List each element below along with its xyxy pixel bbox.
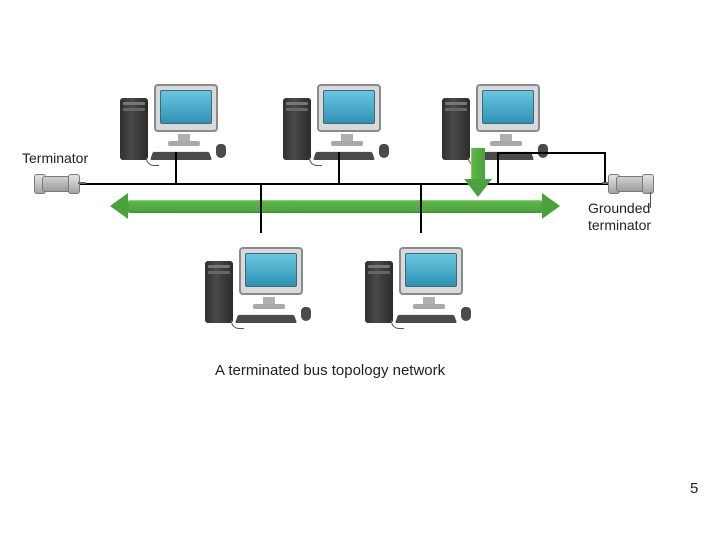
- mouse-icon: [461, 307, 471, 321]
- cable-icon: [391, 320, 404, 329]
- terminator-label: Terminator: [22, 150, 88, 167]
- mouse-icon: [216, 144, 226, 158]
- terminator-cap-icon: [642, 174, 654, 194]
- mouse-icon: [301, 307, 311, 321]
- monitor-base-icon: [168, 141, 200, 146]
- top-right-branch: [497, 152, 604, 154]
- terminator-right-icon: [608, 174, 654, 192]
- signal-arrow-left-head-icon: [110, 193, 128, 219]
- screen-icon: [160, 90, 212, 124]
- keyboard-icon: [150, 152, 212, 160]
- tower-icon: [205, 261, 233, 323]
- page-number: 5: [690, 480, 698, 497]
- drop-cable: [175, 152, 177, 183]
- bus-backbone: [75, 183, 610, 185]
- terminator-pin-icon: [78, 182, 86, 184]
- drop-cable: [497, 152, 499, 183]
- bus-topology-diagram: Terminator Grounded terminator A termina…: [0, 0, 720, 540]
- monitor-base-icon: [413, 304, 445, 309]
- monitor-icon: [317, 84, 381, 132]
- monitor-base-icon: [490, 141, 522, 146]
- tower-icon: [442, 98, 470, 160]
- mouse-icon: [538, 144, 548, 158]
- monitor-icon: [239, 247, 303, 295]
- grounded-terminator-label: Grounded terminator: [588, 200, 651, 234]
- keyboard-icon: [395, 315, 457, 323]
- screen-icon: [323, 90, 375, 124]
- monitor-icon: [476, 84, 540, 132]
- station-top-3: [442, 70, 562, 160]
- tower-icon: [283, 98, 311, 160]
- down-arrow-head-icon: [464, 179, 492, 197]
- cable-icon: [146, 157, 159, 166]
- down-arrow-stem-icon: [471, 148, 485, 179]
- drop-cable: [604, 152, 606, 183]
- station-bottom-1: [205, 233, 325, 323]
- screen-icon: [245, 253, 297, 287]
- station-top-2: [283, 70, 403, 160]
- keyboard-icon: [313, 152, 375, 160]
- cable-icon: [231, 320, 244, 329]
- screen-icon: [482, 90, 534, 124]
- signal-arrow-band: [128, 200, 542, 213]
- signal-arrow-right-head-icon: [542, 193, 560, 219]
- keyboard-icon: [235, 315, 297, 323]
- tower-icon: [365, 261, 393, 323]
- mouse-icon: [379, 144, 389, 158]
- station-top-1: [120, 70, 240, 160]
- monitor-base-icon: [253, 304, 285, 309]
- drop-cable: [420, 183, 422, 233]
- station-bottom-2: [365, 233, 485, 323]
- tower-icon: [120, 98, 148, 160]
- monitor-icon: [399, 247, 463, 295]
- terminator-cap-icon: [68, 174, 80, 194]
- drop-cable: [338, 152, 340, 183]
- drop-cable: [260, 183, 262, 233]
- screen-icon: [405, 253, 457, 287]
- cable-icon: [309, 157, 322, 166]
- figure-caption: A terminated bus topology network: [215, 362, 445, 379]
- monitor-icon: [154, 84, 218, 132]
- monitor-base-icon: [331, 141, 363, 146]
- terminator-left-icon: [34, 174, 80, 192]
